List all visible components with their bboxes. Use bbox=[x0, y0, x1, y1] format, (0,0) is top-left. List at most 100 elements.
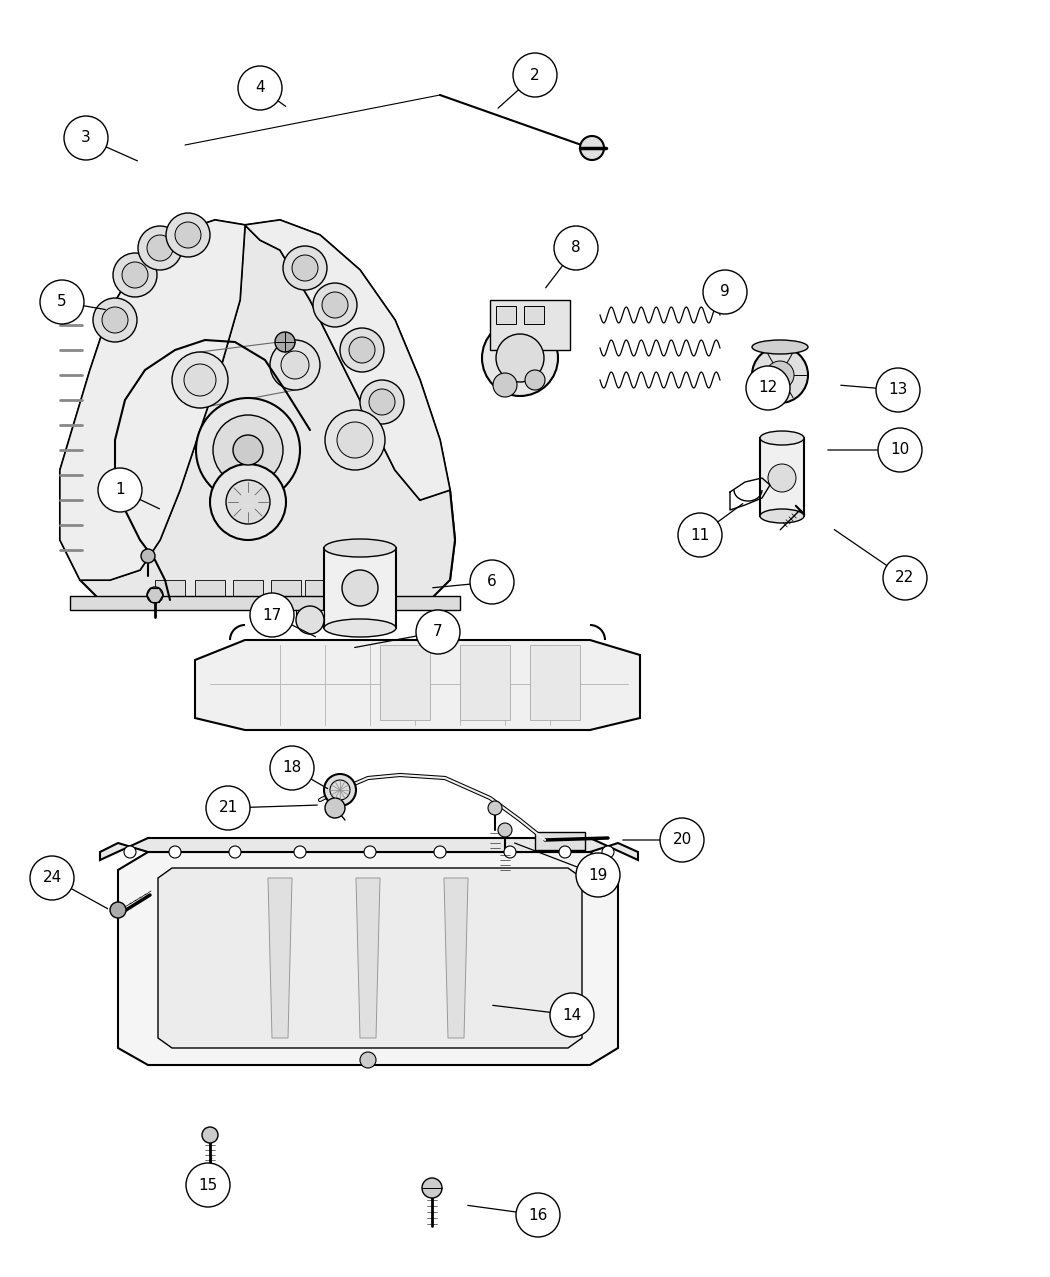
Bar bbox=[233, 580, 262, 600]
Circle shape bbox=[470, 561, 514, 604]
Circle shape bbox=[580, 135, 604, 160]
Polygon shape bbox=[60, 220, 455, 580]
Circle shape bbox=[196, 398, 300, 502]
Text: 4: 4 bbox=[255, 80, 265, 96]
Ellipse shape bbox=[324, 619, 396, 637]
Text: 22: 22 bbox=[896, 571, 915, 585]
Circle shape bbox=[281, 351, 309, 379]
Text: 17: 17 bbox=[262, 608, 281, 622]
Circle shape bbox=[340, 328, 384, 372]
Circle shape bbox=[250, 593, 294, 637]
Circle shape bbox=[172, 352, 228, 407]
Circle shape bbox=[64, 116, 108, 160]
Text: 16: 16 bbox=[528, 1208, 548, 1222]
Circle shape bbox=[169, 845, 181, 858]
Circle shape bbox=[275, 332, 295, 352]
Circle shape bbox=[30, 856, 74, 900]
Ellipse shape bbox=[760, 432, 804, 444]
Circle shape bbox=[342, 570, 378, 607]
Polygon shape bbox=[380, 645, 430, 720]
Text: 19: 19 bbox=[588, 867, 608, 882]
Circle shape bbox=[284, 246, 327, 290]
Text: 14: 14 bbox=[563, 1008, 582, 1023]
Polygon shape bbox=[118, 852, 618, 1065]
Circle shape bbox=[166, 213, 210, 257]
Circle shape bbox=[416, 610, 460, 654]
Bar bbox=[536, 833, 585, 850]
Circle shape bbox=[360, 1052, 376, 1068]
Ellipse shape bbox=[760, 510, 804, 524]
Text: 8: 8 bbox=[571, 240, 581, 255]
Circle shape bbox=[184, 364, 216, 396]
Circle shape bbox=[678, 513, 722, 557]
Circle shape bbox=[138, 226, 182, 269]
Bar bbox=[496, 306, 516, 324]
Circle shape bbox=[210, 464, 286, 540]
Circle shape bbox=[516, 1193, 560, 1237]
Ellipse shape bbox=[324, 539, 396, 557]
Circle shape bbox=[213, 415, 284, 485]
Circle shape bbox=[326, 410, 385, 470]
Circle shape bbox=[704, 269, 747, 314]
Circle shape bbox=[883, 555, 927, 600]
Circle shape bbox=[559, 845, 571, 858]
Circle shape bbox=[876, 368, 920, 412]
Circle shape bbox=[766, 361, 794, 389]
Circle shape bbox=[294, 845, 306, 858]
Circle shape bbox=[292, 255, 318, 281]
Polygon shape bbox=[60, 220, 245, 580]
Text: 12: 12 bbox=[758, 381, 778, 396]
Text: 24: 24 bbox=[42, 871, 62, 885]
Circle shape bbox=[93, 298, 136, 342]
Text: 5: 5 bbox=[57, 295, 67, 309]
Circle shape bbox=[206, 787, 250, 830]
Polygon shape bbox=[158, 868, 582, 1048]
Circle shape bbox=[296, 607, 324, 633]
Circle shape bbox=[322, 292, 348, 318]
Circle shape bbox=[330, 780, 350, 799]
Polygon shape bbox=[530, 645, 580, 720]
Circle shape bbox=[270, 340, 320, 389]
Circle shape bbox=[550, 994, 594, 1037]
Circle shape bbox=[141, 549, 155, 563]
Polygon shape bbox=[80, 225, 455, 600]
Circle shape bbox=[147, 587, 163, 603]
Text: 1: 1 bbox=[116, 483, 125, 498]
Circle shape bbox=[482, 321, 558, 396]
Text: 3: 3 bbox=[81, 130, 91, 146]
Circle shape bbox=[554, 226, 598, 269]
Circle shape bbox=[660, 819, 704, 862]
Circle shape bbox=[226, 480, 270, 524]
Text: 10: 10 bbox=[890, 443, 909, 457]
Text: 11: 11 bbox=[691, 527, 710, 543]
Circle shape bbox=[175, 222, 201, 248]
Circle shape bbox=[202, 1128, 218, 1143]
Text: 18: 18 bbox=[282, 761, 301, 775]
Polygon shape bbox=[100, 838, 638, 859]
Text: 20: 20 bbox=[672, 833, 692, 848]
Circle shape bbox=[602, 845, 614, 858]
Text: 7: 7 bbox=[434, 624, 443, 640]
Circle shape bbox=[525, 370, 545, 389]
Polygon shape bbox=[444, 879, 468, 1038]
Bar bbox=[760, 438, 804, 516]
Bar bbox=[490, 300, 570, 350]
Text: 13: 13 bbox=[888, 383, 907, 397]
Circle shape bbox=[488, 801, 502, 815]
Circle shape bbox=[752, 347, 808, 404]
Circle shape bbox=[337, 421, 373, 458]
Circle shape bbox=[360, 381, 404, 424]
Text: 6: 6 bbox=[487, 575, 497, 590]
Circle shape bbox=[496, 335, 544, 382]
Circle shape bbox=[746, 366, 790, 410]
Bar bbox=[524, 306, 544, 324]
Bar bbox=[195, 580, 225, 600]
Polygon shape bbox=[245, 220, 450, 501]
Circle shape bbox=[576, 853, 620, 896]
Circle shape bbox=[513, 54, 557, 97]
Bar bbox=[70, 596, 460, 610]
Circle shape bbox=[102, 306, 128, 333]
Circle shape bbox=[326, 798, 345, 819]
Circle shape bbox=[422, 1177, 442, 1198]
Circle shape bbox=[313, 283, 357, 327]
